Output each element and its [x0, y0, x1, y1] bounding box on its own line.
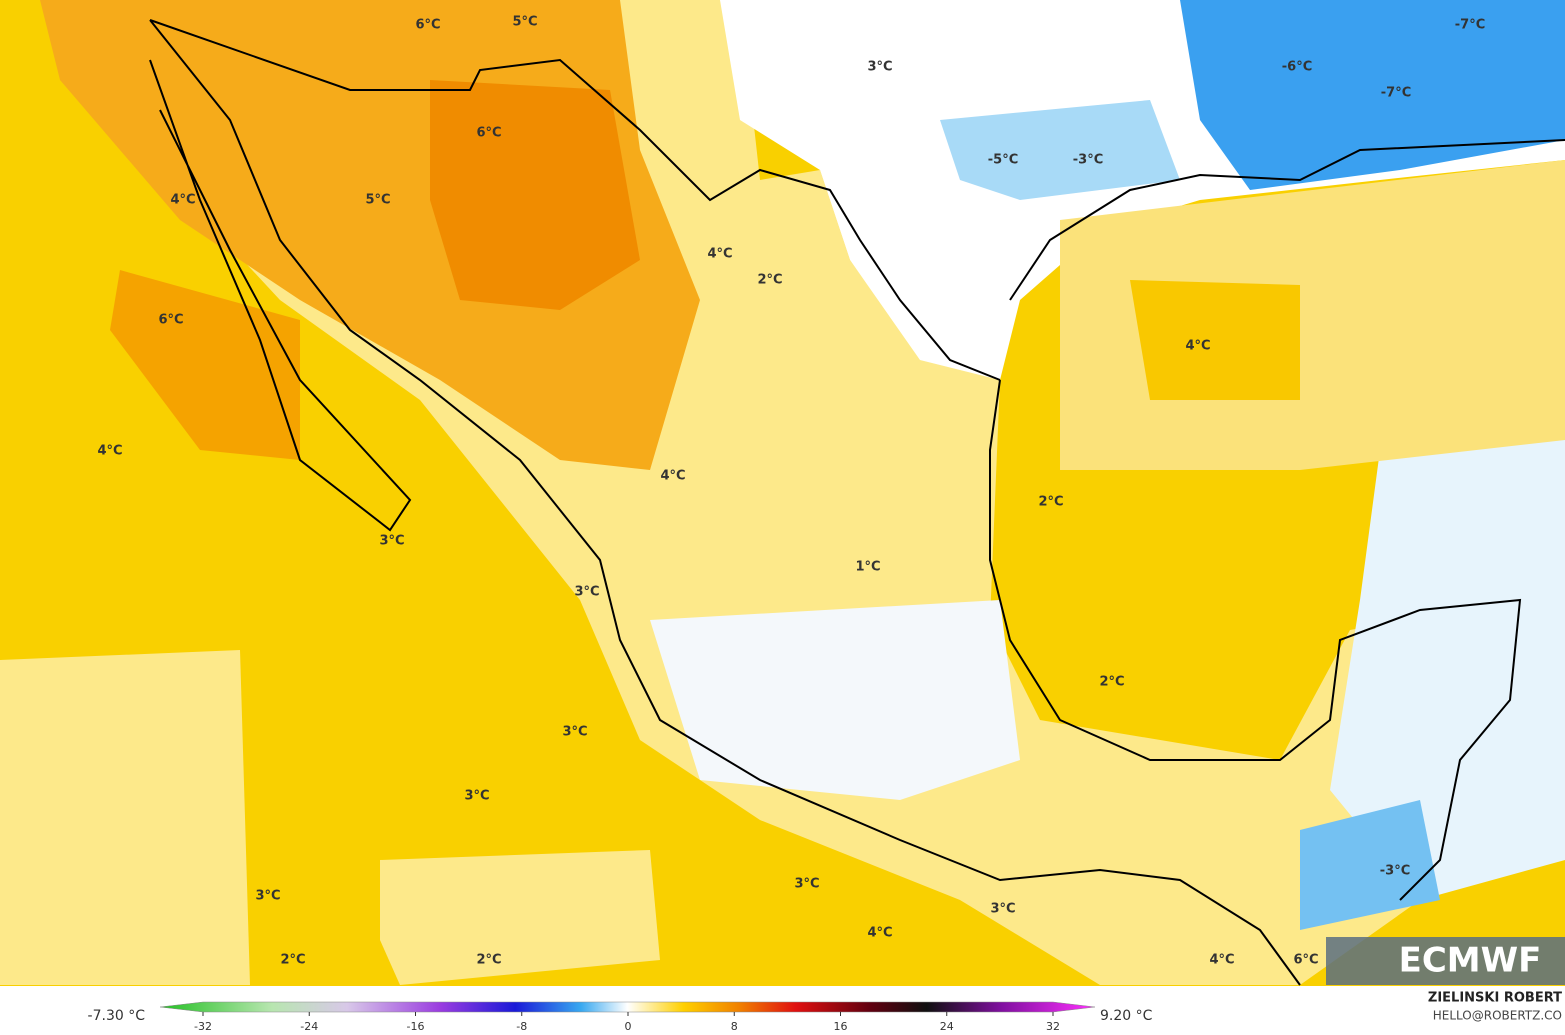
temperature-label: 6°C — [1293, 953, 1318, 968]
temperature-label: -3°C — [1073, 153, 1103, 168]
cold-area — [1300, 800, 1440, 930]
colorbar-tick-label: -32 — [194, 1020, 212, 1033]
temperature-label: 1°C — [855, 560, 880, 575]
cold-area — [940, 100, 1180, 200]
temperature-label: 6°C — [476, 126, 501, 141]
temperature-label: 2°C — [1038, 495, 1063, 510]
colorbar-tick-label: 0 — [625, 1020, 632, 1033]
temperature-label: -6°C — [1282, 60, 1312, 75]
temperature-label: 2°C — [757, 273, 782, 288]
credit-author: ZIELINSKI ROBERT — [1428, 991, 1562, 1006]
hot-area — [430, 80, 640, 310]
temperature-label: 4°C — [707, 247, 732, 262]
colorbar-tick-label: 24 — [940, 1020, 954, 1033]
temperature-label: -3°C — [1380, 864, 1410, 879]
temperature-label: 4°C — [660, 469, 685, 484]
colorbar — [159, 1001, 1096, 1013]
cool-area — [650, 600, 1020, 800]
colorbar-tick-label: -8 — [516, 1020, 527, 1033]
light-area — [380, 850, 660, 985]
temperature-label: 3°C — [574, 585, 599, 600]
colorbar-tick-label: 32 — [1046, 1020, 1060, 1033]
colorbar-tick-label: -16 — [407, 1020, 425, 1033]
colorbar-tick-label: 16 — [834, 1020, 848, 1033]
temperature-label: 3°C — [379, 534, 404, 549]
colorbar-tick-label: -24 — [300, 1020, 318, 1033]
temperature-label: 4°C — [1185, 339, 1210, 354]
warm-area — [110, 270, 300, 460]
temperature-label: 5°C — [365, 193, 390, 208]
temperature-label: 2°C — [476, 953, 501, 968]
temperature-label: 4°C — [170, 193, 195, 208]
logo: ECMWF — [1399, 941, 1542, 981]
temperature-label: -5°C — [988, 153, 1018, 168]
temperature-label: 3°C — [255, 889, 280, 904]
colorbar-min-label: -7.30 °C — [88, 1008, 146, 1024]
logo-box — [1326, 937, 1565, 985]
cool-area — [1330, 430, 1565, 900]
cold-area — [1180, 0, 1565, 190]
temperature-label: 6°C — [415, 18, 440, 33]
temperature-label: 5°C — [512, 15, 537, 30]
temperature-label: 3°C — [464, 789, 489, 804]
colorbar-max-label: 9.20 °C — [1100, 1008, 1153, 1024]
temperature-label: 3°C — [794, 877, 819, 892]
temperature-label: 2°C — [280, 953, 305, 968]
temperature-label: -7°C — [1455, 18, 1485, 33]
temperature-label: -7°C — [1381, 86, 1411, 101]
light-area — [0, 650, 250, 985]
temperature-label: 6°C — [158, 313, 183, 328]
temperature-label: 3°C — [562, 725, 587, 740]
warm-area — [1130, 280, 1300, 400]
coastline — [149, 19, 1565, 986]
colorbar-tick-label: 8 — [731, 1020, 738, 1033]
temperature-label: 2°C — [1099, 675, 1124, 690]
credit-email: HELLO@ROBERTZ.CO — [1433, 1009, 1562, 1023]
temperature-label: 4°C — [867, 926, 892, 941]
temperature-label: 3°C — [990, 902, 1015, 917]
temperature-label: 4°C — [97, 444, 122, 459]
temperature-label: 4°C — [1209, 953, 1234, 968]
temperature-label: 3°C — [867, 60, 892, 75]
